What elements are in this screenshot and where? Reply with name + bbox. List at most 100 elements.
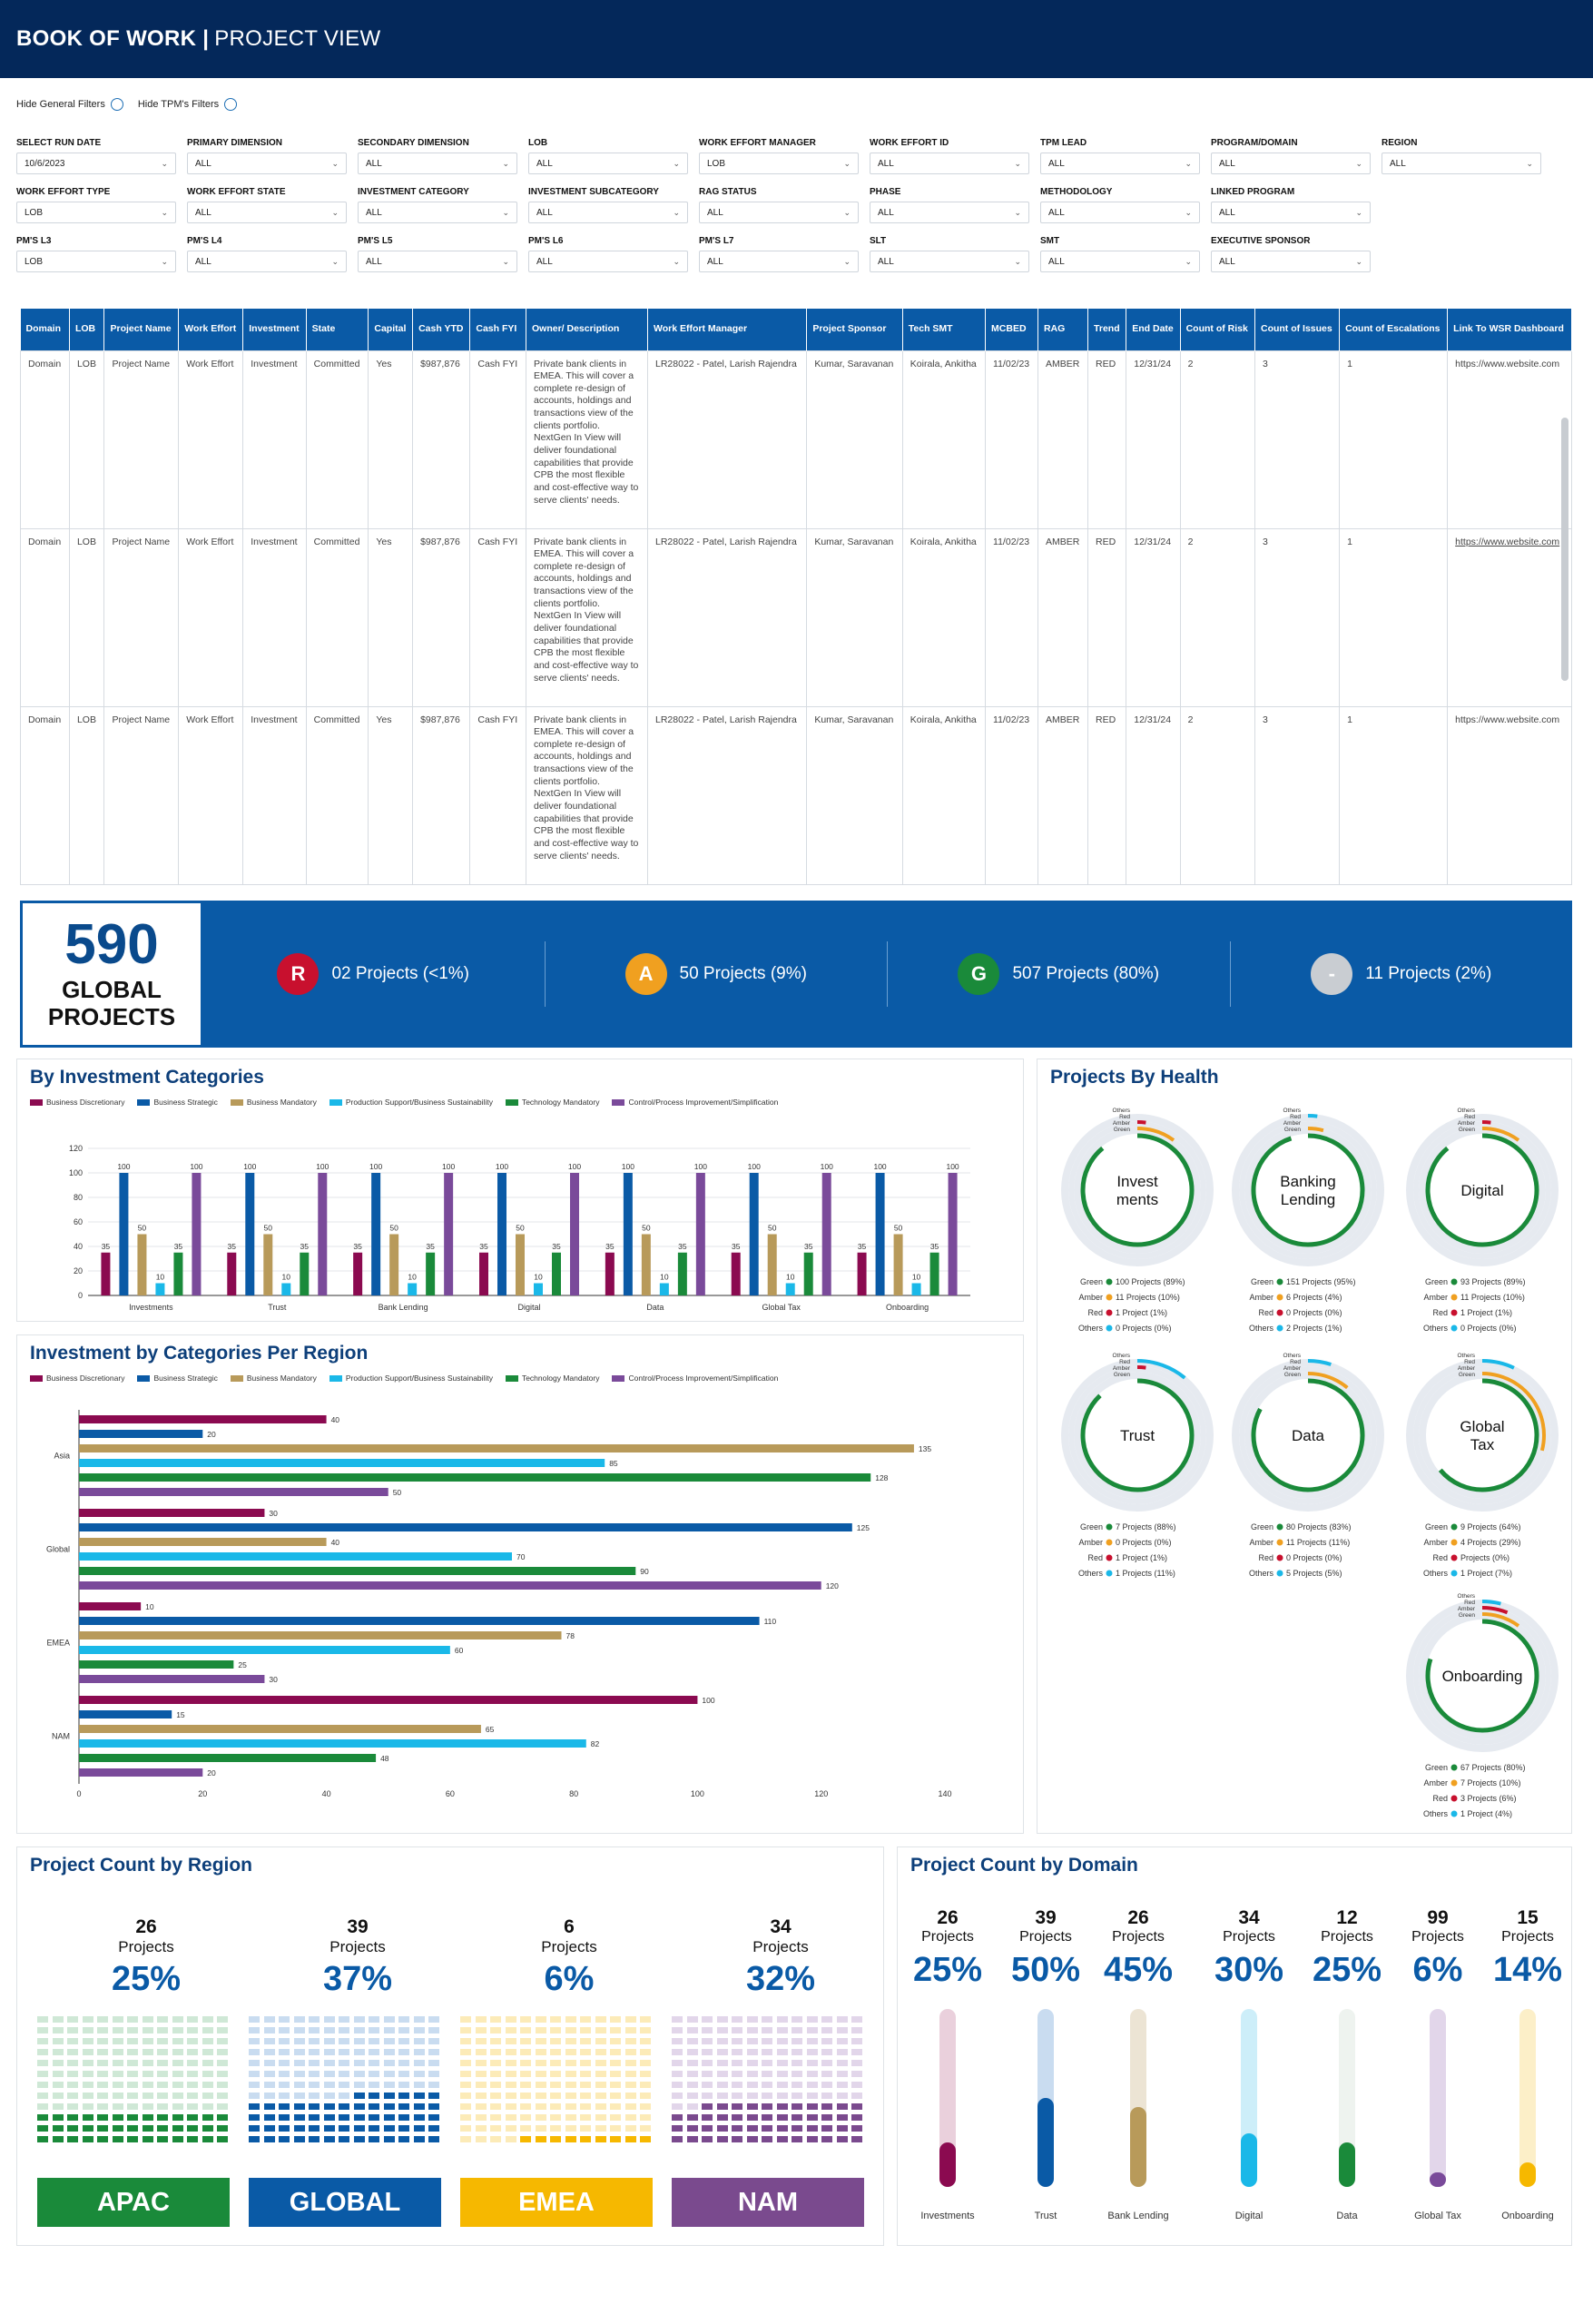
column-header[interactable]: Cash FYI: [469, 309, 526, 350]
filter-select[interactable]: ALL ⌄: [1040, 251, 1200, 272]
filter-select[interactable]: ALL ⌄: [870, 153, 1029, 174]
legend-label: Business Mandatory: [246, 1098, 317, 1107]
column-header[interactable]: Domain: [20, 309, 70, 350]
waffle-cell: [580, 2082, 591, 2088]
health-status-label: Amber: [1423, 1293, 1448, 1302]
column-header[interactable]: Work Effort: [178, 309, 244, 350]
radio-icon[interactable]: [224, 98, 238, 111]
filter-select[interactable]: ALL ⌄: [1211, 202, 1371, 223]
hide-tpm-filters-toggle[interactable]: Hide TPM's Filters: [138, 98, 238, 111]
project-count: 39: [1035, 1907, 1057, 1928]
waffle-cell: [97, 2136, 108, 2142]
bar: [79, 1567, 636, 1575]
filter-select[interactable]: ALL ⌄: [699, 202, 859, 223]
column-header[interactable]: Capital: [368, 309, 414, 350]
filter-select[interactable]: ALL ⌄: [528, 153, 688, 174]
projects-label: Projects: [1501, 1929, 1554, 1945]
column-header[interactable]: MCBED: [985, 309, 1038, 350]
table-row[interactable]: Domain LOB Project Name Work Effort Investme…: [20, 527, 1572, 707]
waffle-cell: [157, 2082, 168, 2088]
filter-select[interactable]: ALL ⌄: [699, 251, 859, 272]
percent-value: 25%: [111, 1960, 182, 1998]
column-header[interactable]: End Date: [1126, 309, 1181, 350]
domain-stat-bank-lending: 26 Projects 45%: [1097, 1907, 1179, 1990]
filter-select[interactable]: ALL ⌄: [358, 153, 517, 174]
filter-select[interactable]: LOB ⌄: [699, 153, 859, 174]
waffle-cell: [323, 2060, 335, 2066]
filter-select[interactable]: 10/6/2023 ⌄: [16, 153, 176, 174]
table-scrollbar[interactable]: [1561, 418, 1568, 681]
filter-row: WORK EFFORT TYPE LOB ⌄ WORK EFFORT STATE ALL…: [16, 187, 1578, 223]
column-header[interactable]: Project Name: [103, 309, 180, 350]
rag-item: A 50 Projects (9%): [546, 953, 888, 995]
column-header[interactable]: Cash YTD: [412, 309, 471, 350]
bar: [79, 1538, 327, 1546]
filter-select[interactable]: ALL ⌄: [1211, 251, 1371, 272]
wsr-link[interactable]: https://www.website.com: [1447, 350, 1572, 529]
legend-swatch: [329, 1374, 342, 1382]
y-tick-label: 100: [69, 1168, 83, 1177]
column-header[interactable]: Owner/ Description: [526, 309, 648, 350]
column-header[interactable]: Project Sponsor: [806, 309, 903, 350]
filter-select[interactable]: ALL ⌄: [870, 251, 1029, 272]
filter-select[interactable]: ALL ⌄: [358, 251, 517, 272]
waffle-cell: [792, 2038, 802, 2044]
waffle-cell: [172, 2038, 183, 2044]
table-row[interactable]: Domain LOB Project Name Work Effort Investme…: [20, 350, 1572, 529]
table-cell: LOB: [68, 527, 105, 707]
bar-label: 100: [821, 1162, 833, 1171]
wsr-link[interactable]: https://www.website.com: [1447, 705, 1572, 885]
column-header[interactable]: Count of Escalations: [1339, 309, 1449, 350]
filter-select[interactable]: ALL ⌄: [528, 251, 688, 272]
waffle-cell: [836, 2071, 848, 2077]
radio-icon[interactable]: [110, 98, 123, 111]
column-header[interactable]: Count of Issues: [1254, 309, 1341, 350]
waffle-cell: [624, 2114, 636, 2121]
filter-select[interactable]: ALL ⌄: [870, 202, 1029, 223]
column-header[interactable]: State: [306, 309, 369, 350]
filter-select[interactable]: ALL ⌄: [187, 153, 347, 174]
waffle-cell: [851, 2038, 862, 2044]
waffle-cell: [505, 2082, 516, 2088]
table-row[interactable]: Domain LOB Project Name Work Effort Investme…: [20, 705, 1572, 885]
filter-select[interactable]: LOB ⌄: [16, 251, 176, 272]
filter-select[interactable]: ALL ⌄: [1040, 202, 1200, 223]
card-title: Investment by Categories Per Region: [30, 1343, 369, 1364]
waffle-cell: [565, 2038, 576, 2044]
waffle-cell: [323, 2016, 335, 2023]
donut-segment: [1251, 1378, 1365, 1492]
waffle-cell: [702, 2060, 713, 2066]
bar-label: 50: [389, 1224, 398, 1233]
column-header[interactable]: Link To WSR Dashboard: [1447, 309, 1572, 350]
column-header[interactable]: Work Effort Manager: [647, 309, 808, 350]
waffle-cell: [52, 2093, 64, 2099]
column-header[interactable]: LOB: [69, 309, 105, 350]
health-status-label: Others: [1423, 1809, 1449, 1818]
waffle-cell: [732, 2016, 742, 2023]
filter-select[interactable]: ALL ⌄: [187, 251, 347, 272]
filter-select[interactable]: ALL ⌄: [1211, 153, 1371, 174]
filter-select[interactable]: LOB ⌄: [16, 202, 176, 223]
column-header[interactable]: Tech SMT: [902, 309, 987, 350]
waffle-cell: [279, 2103, 290, 2110]
waffle-cell: [610, 2060, 621, 2066]
chevron-down-icon: ⌄: [673, 158, 680, 168]
donut-segment: [1136, 1365, 1146, 1370]
filter-select[interactable]: ALL ⌄: [1382, 153, 1541, 174]
waffle-cell: [52, 2082, 64, 2088]
filter-select[interactable]: ALL ⌄: [1040, 153, 1200, 174]
filter-select[interactable]: ALL ⌄: [528, 202, 688, 223]
filter-select[interactable]: ALL ⌄: [358, 202, 517, 223]
filter-select[interactable]: ALL ⌄: [187, 202, 347, 223]
bar: [893, 1234, 903, 1295]
waffle-cell: [776, 2027, 788, 2034]
donut-track: [1061, 1114, 1214, 1266]
wsr-link[interactable]: https://www.website.com: [1447, 527, 1572, 707]
waffle-cell: [157, 2038, 168, 2044]
column-header[interactable]: RAG: [1037, 309, 1089, 350]
column-header[interactable]: Trend: [1087, 309, 1127, 350]
hide-general-filters-toggle[interactable]: Hide General Filters: [16, 98, 123, 111]
column-header[interactable]: Investment: [242, 309, 307, 350]
column-header[interactable]: Count of Risk: [1180, 309, 1255, 350]
bar: [444, 1173, 454, 1295]
